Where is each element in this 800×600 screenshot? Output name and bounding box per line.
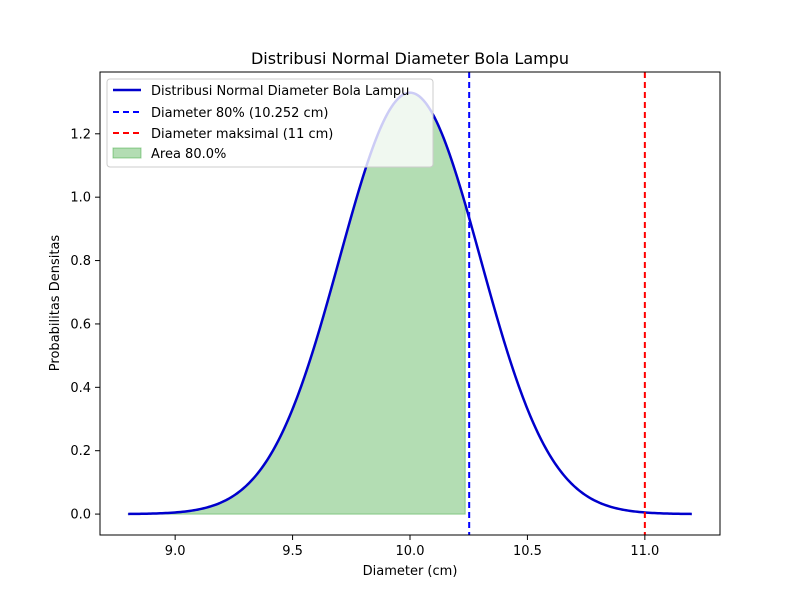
axes: 9.0 9.5 10.0 10.5 11.0 0.0 0.2 0.4 0.6 0.8 1.0 1.2	[70, 71, 721, 559]
y-axis-label: Probabilitas Densitas	[48, 235, 63, 372]
y-tick-label: 0.4	[70, 381, 91, 396]
legend-label-diameter-max: Diameter maksimal (11 cm)	[151, 127, 333, 142]
legend-label-curve: Distribusi Normal Diameter Bola Lampu	[151, 84, 409, 99]
y-tick-label: 0.2	[70, 444, 91, 459]
legend: Distribusi Normal Diameter Bola Lampu Di…	[106, 78, 434, 168]
y-tick-label: 0.8	[70, 254, 91, 269]
x-tick-label: 10.5	[513, 544, 542, 559]
x-tick-label: 11.0	[630, 544, 659, 559]
y-tick-label: 1.2	[70, 127, 91, 142]
legend-box	[106, 78, 434, 168]
x-tick-label: 9.0	[165, 544, 186, 559]
x-tick-label: 10.0	[396, 544, 425, 559]
y-tick-label: 1.0	[70, 191, 91, 206]
x-axis-label: Diameter (cm)	[363, 564, 458, 579]
x-tick-label: 9.5	[282, 544, 303, 559]
legend-swatch-area	[112, 147, 142, 159]
y-tick-label: 0.0	[70, 508, 91, 523]
y-tick-label: 0.6	[70, 317, 91, 332]
chart-title: Distribusi Normal Diameter Bola Lampu	[251, 49, 569, 68]
legend-label-area: Area 80.0%	[151, 147, 226, 162]
legend-label-diameter-80: Diameter 80% (10.252 cm)	[151, 106, 328, 121]
